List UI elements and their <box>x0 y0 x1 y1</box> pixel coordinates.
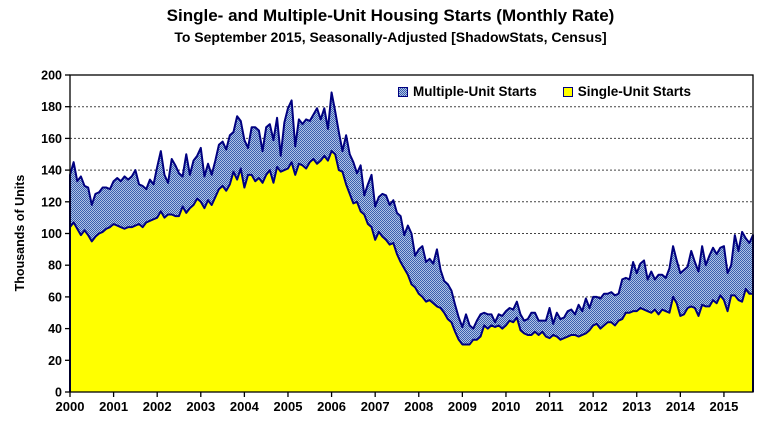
svg-text:2015: 2015 <box>709 399 738 414</box>
svg-text:2014: 2014 <box>666 399 696 414</box>
svg-text:120: 120 <box>41 195 62 209</box>
svg-text:200: 200 <box>41 69 62 83</box>
svg-text:2002: 2002 <box>143 399 172 414</box>
multiple-unit-swatch-icon <box>398 86 408 97</box>
svg-text:2010: 2010 <box>491 399 520 414</box>
legend-item-single-unit: Single-Unit Starts <box>562 84 692 99</box>
svg-text:2006: 2006 <box>317 399 346 414</box>
svg-text:2004: 2004 <box>230 399 260 414</box>
y-axis: 0 20 40 60 80 100 120 140 160 180 200 <box>41 69 70 400</box>
svg-text:2011: 2011 <box>535 399 563 414</box>
legend-label-single-unit: Single-Unit Starts <box>577 84 692 99</box>
svg-text:40: 40 <box>48 322 62 336</box>
multiple-unit-boundary-line <box>69 91 754 392</box>
svg-text:0: 0 <box>55 386 62 400</box>
svg-text:2012: 2012 <box>579 399 608 414</box>
y-axis-title: Thousands of Units <box>13 174 27 292</box>
chart-subtitle: To September 2015, Seasonally-Adjusted [… <box>174 29 607 45</box>
svg-text:2007: 2007 <box>361 399 390 414</box>
svg-text:2008: 2008 <box>404 399 433 414</box>
legend-item-multiple-unit: Multiple-Unit Starts <box>398 84 537 99</box>
single-unit-area <box>70 151 753 392</box>
legend-label-multiple-unit: Multiple-Unit Starts <box>413 84 537 99</box>
svg-text:2001: 2001 <box>99 399 128 414</box>
svg-text:2003: 2003 <box>186 399 215 414</box>
legend: Multiple-Unit Starts Single-Unit Starts <box>398 84 691 99</box>
svg-text:100: 100 <box>41 227 62 241</box>
svg-text:140: 140 <box>41 164 62 178</box>
svg-text:160: 160 <box>41 132 62 146</box>
chart-title: Single- and Multiple-Unit Housing Starts… <box>166 6 615 25</box>
svg-text:60: 60 <box>48 290 62 304</box>
x-axis: 2000 2001 2002 2003 2004 2005 2006 2007 2008 2009… <box>56 392 738 414</box>
single-unit-boundary-line <box>69 150 754 392</box>
svg-text:20: 20 <box>48 354 62 368</box>
svg-text:2009: 2009 <box>448 399 477 414</box>
svg-text:2000: 2000 <box>56 399 85 414</box>
svg-text:2013: 2013 <box>622 399 651 414</box>
single-unit-swatch-icon <box>562 86 573 97</box>
svg-text:80: 80 <box>48 259 62 273</box>
svg-text:180: 180 <box>41 100 62 114</box>
svg-text:2005: 2005 <box>274 399 303 414</box>
